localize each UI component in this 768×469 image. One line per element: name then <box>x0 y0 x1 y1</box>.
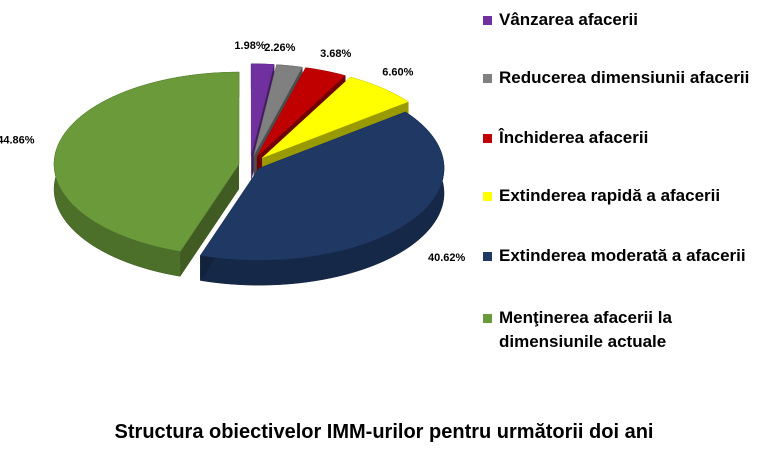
slice-wall <box>180 164 240 277</box>
legend-swatch <box>483 192 492 201</box>
pie-slice <box>256 67 346 157</box>
pie-slice <box>250 63 275 156</box>
legend-label: Închiderea afacerii <box>499 128 649 147</box>
legend-swatch <box>483 134 492 143</box>
data-label: 2.26% <box>264 42 295 54</box>
data-label: 40.62% <box>428 252 466 264</box>
legend-item: Vânzarea afacerii <box>481 8 768 32</box>
chart-title: Structura obiectivelor IMM-urilor pentru… <box>114 421 654 443</box>
pie-slice <box>253 64 303 157</box>
legend-label: Extinderea rapidă a afacerii <box>499 186 721 205</box>
legend-label: Extinderea moderată a afacerii <box>499 246 746 265</box>
legend-item: Închiderea afacerii <box>481 126 768 150</box>
legend-label: Menţinerea afacerii la dimensiunile actu… <box>499 308 672 351</box>
data-label: 6.60% <box>382 67 413 79</box>
legend-item: Extinderea rapidă a afacerii <box>481 184 768 208</box>
legend-label: Reducerea dimensiunii afacerii <box>499 68 750 87</box>
legend-item: Menţinerea afacerii la dimensiunile actu… <box>481 306 768 354</box>
data-label: 3.68% <box>320 48 351 60</box>
data-label: 44.86% <box>0 135 35 147</box>
pie-slice <box>261 76 409 159</box>
pie-slice <box>199 111 445 261</box>
legend-swatch <box>483 16 492 25</box>
legend-swatch <box>483 74 492 83</box>
legend-item: Extinderea moderată a afacerii <box>481 244 768 268</box>
legend-item: Reducerea dimensiunii afacerii <box>481 66 768 90</box>
legend-swatch <box>483 252 492 261</box>
pie-slice <box>53 71 240 252</box>
data-label: 1.98% <box>234 40 265 52</box>
legend-label: Vânzarea afacerii <box>499 10 638 29</box>
legend-swatch <box>483 314 492 323</box>
